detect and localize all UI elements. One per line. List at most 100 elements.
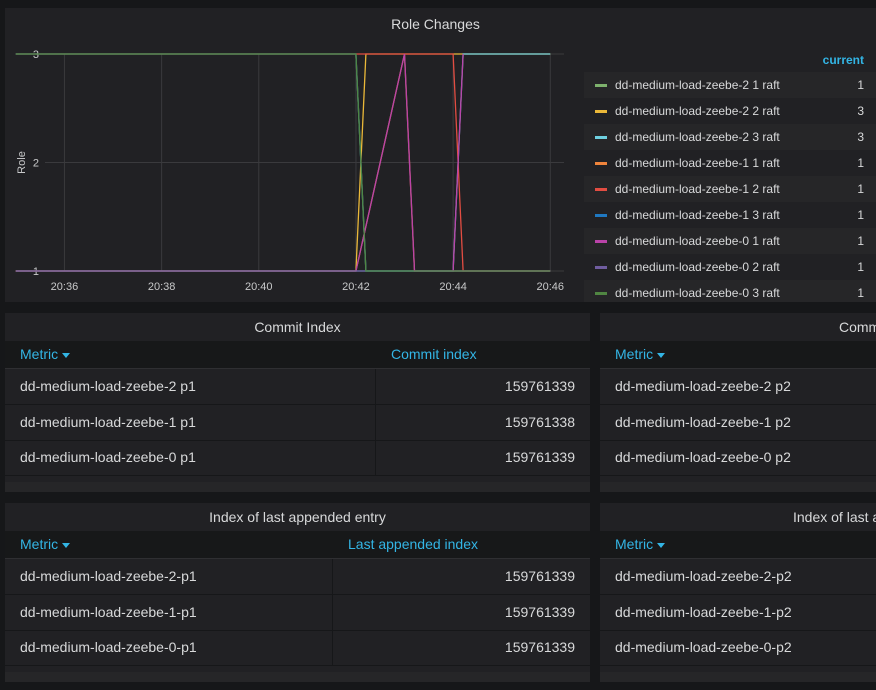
table-row: dd-medium-load-zeebe-1 p2 [600,405,876,441]
caret-down-icon [657,542,666,548]
table-header: Metric Commit index [5,341,590,369]
table-row: dd-medium-load-zeebe-1-p1 159761339 [5,594,590,631]
value-cell: 159761339 [504,378,575,394]
value-cell: 159761339 [504,603,575,620]
legend-item[interactable]: dd-medium-load-zeebe-0 2 raft 1 [584,254,876,280]
table-row: dd-medium-load-zeebe-0-p1 159761339 [5,630,590,666]
table-header: Metric Last appended index [5,531,590,559]
legend-current-value: 1 [857,78,864,92]
legend-swatch[interactable] [595,239,607,243]
commit-index-column-header[interactable]: Commit index [391,346,477,362]
table-row: dd-medium-load-zeebe-0-p2 [600,630,876,666]
last-appended-panel: Index of last appended entry Metric Last… [5,503,590,682]
legend-item[interactable]: dd-medium-load-zeebe-0 1 raft 1 [584,228,876,254]
legend-swatch[interactable] [595,161,607,165]
column-divider [375,440,376,475]
legend-item-label[interactable]: dd-medium-load-zeebe-0 3 raft [615,286,780,300]
table-header: Metric [600,531,876,559]
table-row: dd-medium-load-zeebe-1 p1 159761338 [5,404,590,441]
legend-item[interactable]: dd-medium-load-zeebe-2 1 raft 1 [584,72,876,98]
legend-item[interactable]: dd-medium-load-zeebe-1 2 raft 1 [584,176,876,202]
legend-item-label[interactable]: dd-medium-load-zeebe-1 1 raft [615,156,780,170]
legend-item-label[interactable]: dd-medium-load-zeebe-2 3 raft [615,130,780,144]
y-tick-label: 1 [33,266,39,278]
legend-current-value: 1 [857,182,864,196]
table-row: dd-medium-load-zeebe-2-p1 159761339 [5,559,590,595]
column-divider [332,559,333,594]
value-cell: 159761339 [504,639,575,655]
table-footer [600,672,876,682]
panel-title[interactable]: Index of last appended entry [209,509,386,525]
commit-index-panel: Commit Index Metric Commit index dd-medi… [5,313,590,492]
legend-current-value: 3 [857,130,864,144]
legend-current-value: 1 [857,286,864,300]
legend-item[interactable]: dd-medium-load-zeebe-1 3 raft 1 [584,202,876,228]
legend-swatch[interactable] [595,291,607,295]
series-line [15,53,551,272]
caret-down-icon [62,352,71,358]
legend-item-label[interactable]: dd-medium-load-zeebe-2 2 raft [615,104,780,118]
legend-swatch[interactable] [595,135,607,139]
legend-header-current[interactable]: current [822,53,864,67]
column-divider [375,404,376,440]
table-header: Metric [600,341,876,369]
metric-cell: dd-medium-load-zeebe-1 p1 [20,413,196,430]
value-cell: 159761339 [504,568,575,584]
y-tick-label: 3 [33,49,39,61]
caret-down-icon [62,542,71,548]
legend-swatch[interactable] [595,265,607,269]
metric-cell: dd-medium-load-zeebe-2 p1 [20,378,196,394]
table-row: dd-medium-load-zeebe-2 p2 [600,369,876,405]
x-tick-label: 20:46 [537,281,565,293]
legend-current-value: 1 [857,156,864,170]
metric-cell: dd-medium-load-zeebe-0-p2 [615,639,792,655]
table-row: dd-medium-load-zeebe-2 p1 159761339 [5,369,590,405]
panel-title[interactable]: Index of last a [793,509,876,525]
metric-cell: dd-medium-load-zeebe-1 p2 [615,413,791,430]
role-changes-panel: Role Changes 20:36 20:38 20:40 20:42 20:44 20… [5,8,876,302]
metric-column-header[interactable]: Metric [615,341,666,368]
last-appended-column-header[interactable]: Last appended index [348,536,478,552]
metric-column-header[interactable]: Metric [615,531,666,558]
legend-swatch[interactable] [595,213,607,217]
x-tick-label: 20:40 [245,281,273,293]
x-tick-label: 20:44 [439,281,467,293]
legend-item[interactable]: dd-medium-load-zeebe-2 3 raft 3 [584,124,876,150]
panel-title[interactable]: Role Changes [391,16,480,32]
legend-item-label[interactable]: dd-medium-load-zeebe-1 2 raft [615,182,780,196]
column-divider [375,369,376,404]
y-axis-label: Role [16,151,28,174]
role-changes-chart[interactable]: 20:36 20:38 20:40 20:42 20:44 20:46 1 2 3 Role [5,8,580,302]
table-row: dd-medium-load-zeebe-0 p2 [600,440,876,476]
table-footer [600,482,876,492]
x-tick-label: 20:42 [342,281,370,293]
metric-cell: dd-medium-load-zeebe-0-p1 [20,639,197,655]
caret-down-icon [657,352,666,358]
metric-cell: dd-medium-load-zeebe-0 p1 [20,449,196,465]
panel-title[interactable]: Comm [839,319,876,335]
metric-cell: dd-medium-load-zeebe-2-p2 [615,568,792,584]
legend-item[interactable]: dd-medium-load-zeebe-0 3 raft 1 [584,280,876,302]
metric-column-header[interactable]: Metric [20,531,71,558]
legend-item[interactable]: dd-medium-load-zeebe-2 2 raft 3 [584,98,876,124]
legend-swatch[interactable] [595,187,607,191]
table-row: dd-medium-load-zeebe-0 p1 159761339 [5,440,590,476]
legend-swatch[interactable] [595,83,607,87]
panel-title[interactable]: Commit Index [254,319,341,335]
table-row: dd-medium-load-zeebe-2-p2 [600,559,876,595]
legend-item-label[interactable]: dd-medium-load-zeebe-1 3 raft [615,208,780,222]
metric-column-header[interactable]: Metric [20,341,71,368]
last-appended-p2-panel: Index of last a Metric dd-medium-load-ze… [600,503,876,682]
table-footer [5,482,590,492]
legend-swatch[interactable] [595,109,607,113]
legend-current-value: 3 [857,104,864,118]
legend-item-label[interactable]: dd-medium-load-zeebe-0 1 raft [615,234,780,248]
metric-cell: dd-medium-load-zeebe-1-p1 [20,603,197,620]
x-tick-label: 20:38 [148,281,176,293]
legend-item-label[interactable]: dd-medium-load-zeebe-0 2 raft [615,260,780,274]
legend-item[interactable]: dd-medium-load-zeebe-1 1 raft 1 [584,150,876,176]
table-row: dd-medium-load-zeebe-1-p2 [600,595,876,631]
legend-item-label[interactable]: dd-medium-load-zeebe-2 1 raft [615,78,780,92]
chart-legend: current dd-medium-load-zeebe-2 1 raft 1 dd… [584,48,876,302]
legend-current-value: 1 [857,260,864,274]
